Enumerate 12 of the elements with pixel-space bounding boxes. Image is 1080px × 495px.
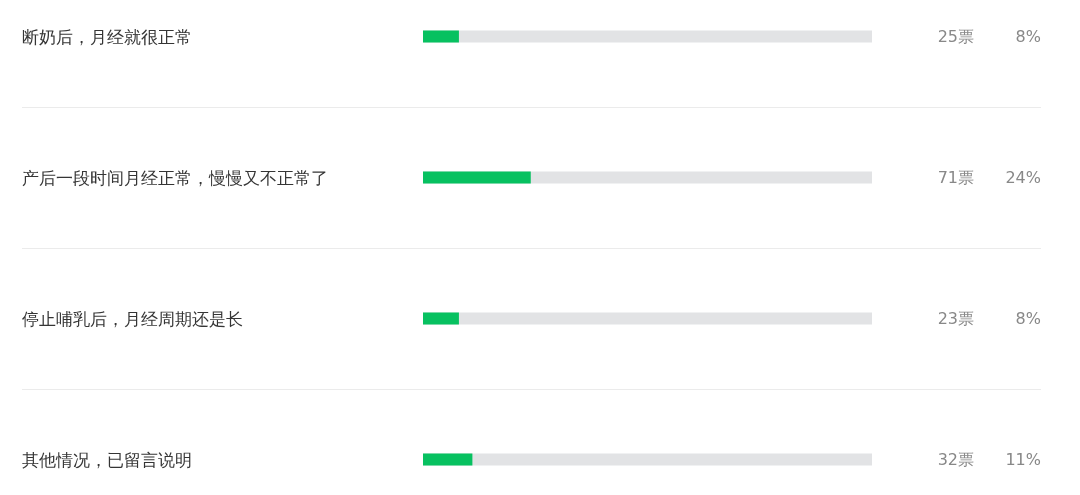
y-tick-label: 产后一段时间月经正常，慢慢又不正常了 [22, 167, 328, 188]
text: 25票 [937, 27, 974, 46]
y-tick-label: 断奶后，月经就很正常 [22, 26, 192, 47]
data-label: 11% [1005, 450, 1041, 469]
y-tick-label: 其他情况，已留言说明 [22, 449, 192, 470]
text: 32票 [937, 450, 974, 469]
data-label: 8% [1015, 309, 1041, 328]
y-tick-label: 停止哺乳后，月经周期还是长 [22, 308, 243, 329]
data-label: 8% [1015, 27, 1041, 46]
text: 71票 [937, 168, 974, 187]
text: 23票 [937, 309, 974, 328]
data-label: 24% [1005, 168, 1041, 187]
